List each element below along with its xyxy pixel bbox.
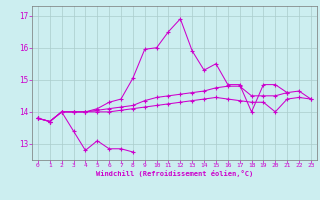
X-axis label: Windchill (Refroidissement éolien,°C): Windchill (Refroidissement éolien,°C) xyxy=(96,170,253,177)
